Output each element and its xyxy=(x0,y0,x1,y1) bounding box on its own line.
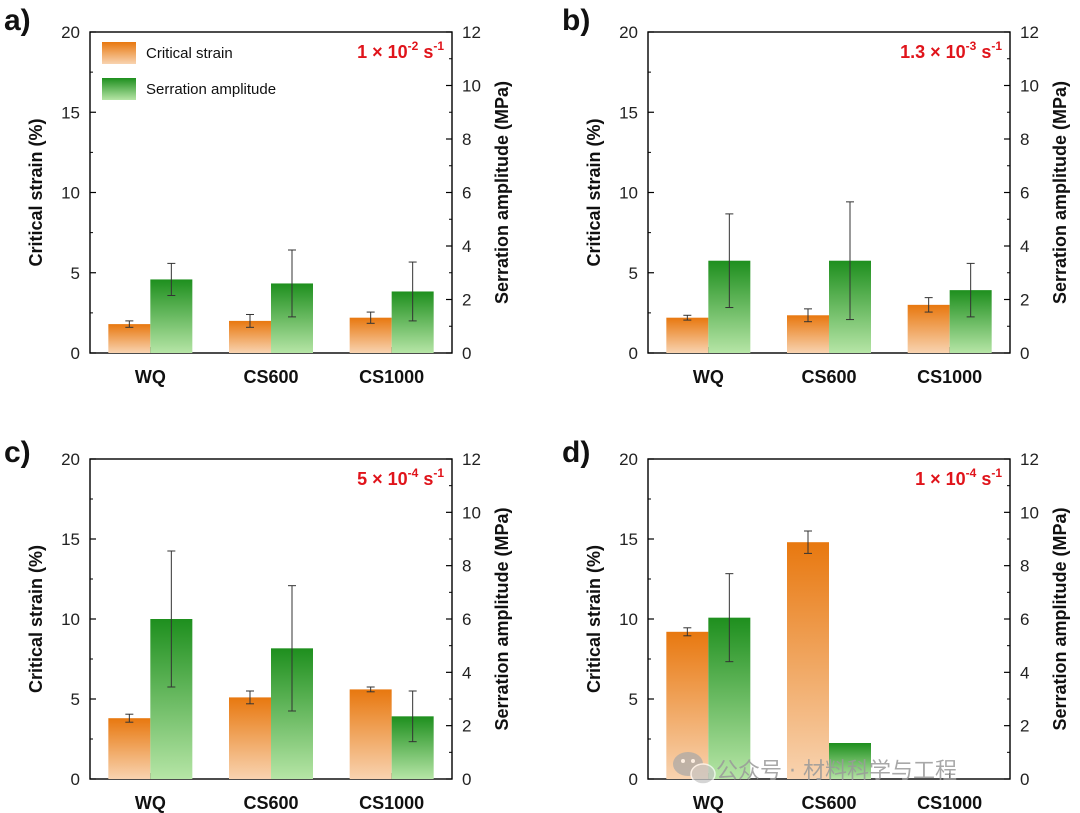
critical-strain-bar xyxy=(108,324,151,353)
right-tick-label: 12 xyxy=(1020,450,1039,469)
right-tick-label: 6 xyxy=(1020,184,1029,203)
right-tick-label: 8 xyxy=(462,130,471,149)
left-tick-label: 10 xyxy=(619,184,638,203)
right-tick-label: 12 xyxy=(462,450,481,469)
right-tick-label: 12 xyxy=(1020,23,1039,42)
critical-strain-bar xyxy=(349,689,392,779)
x-tick-label: CS1000 xyxy=(359,793,424,813)
left-tick-label: 15 xyxy=(619,103,638,122)
left-tick-label: 10 xyxy=(619,610,638,629)
legend-swatch-critical-strain xyxy=(102,42,136,64)
panel-label: b) xyxy=(562,4,590,37)
right-tick-label: 12 xyxy=(462,23,481,42)
panel-label: d) xyxy=(562,436,590,469)
left-tick-label: 15 xyxy=(619,530,638,549)
x-tick-label: CS600 xyxy=(801,793,856,813)
legend-label-critical-strain: Critical strain xyxy=(146,45,233,62)
left-tick-label: 20 xyxy=(61,450,80,469)
y-axis-title-left: Critical strain (%) xyxy=(584,118,604,266)
right-tick-label: 10 xyxy=(462,503,481,522)
left-tick-label: 5 xyxy=(629,690,638,709)
x-tick-label: WQ xyxy=(135,367,166,387)
critical-strain-bar xyxy=(666,317,709,353)
strain-rate-label: 1.3 × 10-3 s-1 xyxy=(900,39,1002,62)
left-tick-label: 15 xyxy=(61,530,80,549)
right-tick-label: 2 xyxy=(1020,717,1029,736)
legend: Critical strain Serration amplitude xyxy=(102,42,276,100)
strain-rate-label: 1 × 10-2 s-1 xyxy=(357,39,444,62)
x-tick-label: CS1000 xyxy=(359,367,424,387)
panel-a: a) 0 5 10 15 20 0 2 4 6 8 10 12 Critical strain (%) Se… xyxy=(4,4,512,387)
legend-label-serration-amplitude: Serration amplitude xyxy=(146,81,276,98)
right-tick-label: 4 xyxy=(462,237,471,256)
right-tick-label: 4 xyxy=(462,663,471,682)
left-tick-label: 20 xyxy=(61,23,80,42)
right-tick-label: 6 xyxy=(1020,610,1029,629)
panel-d: d) 0 5 10 15 20 0 2 4 6 8 10 12 Critical strain (%) Se… xyxy=(562,436,1070,813)
y-axis-title-right: Serration amplitude (MPa) xyxy=(1050,81,1070,304)
left-tick-label: 0 xyxy=(629,770,638,789)
right-tick-label: 4 xyxy=(1020,663,1029,682)
strain-rate-label: 1 × 10-4 s-1 xyxy=(915,466,1002,489)
panel-c: c) 0 5 10 15 20 0 2 4 6 8 10 12 Critical strain (%) Se… xyxy=(4,436,512,813)
x-tick-label: CS600 xyxy=(243,367,298,387)
y-axis-title-left: Critical strain (%) xyxy=(26,118,46,266)
critical-strain-bar xyxy=(229,697,271,779)
right-tick-label: 6 xyxy=(462,610,471,629)
x-tick-label: CS1000 xyxy=(917,793,982,813)
x-tick-label: WQ xyxy=(135,793,166,813)
wechat-icon xyxy=(673,752,716,785)
critical-strain-bar xyxy=(787,542,829,779)
y-axis-title-left: Critical strain (%) xyxy=(26,545,46,693)
panel-label: c) xyxy=(4,436,31,469)
y-axis-title-right: Serration amplitude (MPa) xyxy=(1050,507,1070,730)
watermark: 公众号 · 材料科学与工程 xyxy=(673,752,957,785)
critical-strain-bar xyxy=(108,718,151,779)
y-axis-title-left: Critical strain (%) xyxy=(584,545,604,693)
y-axis-title-right: Serration amplitude (MPa) xyxy=(492,81,512,304)
panel-label: a) xyxy=(4,4,31,37)
left-tick-label: 20 xyxy=(619,450,638,469)
left-tick-label: 0 xyxy=(71,770,80,789)
left-tick-label: 15 xyxy=(61,103,80,122)
x-tick-label: WQ xyxy=(693,793,724,813)
right-tick-label: 0 xyxy=(462,344,471,363)
y-axis-title-right: Serration amplitude (MPa) xyxy=(492,507,512,730)
x-tick-label: CS600 xyxy=(243,793,298,813)
left-tick-label: 10 xyxy=(61,184,80,203)
left-tick-label: 5 xyxy=(71,264,80,283)
right-tick-label: 0 xyxy=(462,770,471,789)
right-tick-label: 10 xyxy=(1020,77,1039,96)
left-tick-label: 0 xyxy=(71,344,80,363)
strain-rate-label: 5 × 10-4 s-1 xyxy=(357,466,444,489)
critical-strain-bar xyxy=(907,304,950,353)
legend-swatch-serration-amplitude xyxy=(102,78,136,100)
serration-amplitude-bar xyxy=(829,743,871,779)
watermark-text: 公众号 · 材料科学与工程 xyxy=(716,759,957,784)
left-tick-label: 20 xyxy=(619,23,638,42)
left-tick-label: 5 xyxy=(629,264,638,283)
right-tick-label: 0 xyxy=(1020,344,1029,363)
right-tick-label: 6 xyxy=(462,184,471,203)
right-tick-label: 2 xyxy=(462,717,471,736)
right-tick-label: 8 xyxy=(1020,130,1029,149)
right-tick-label: 0 xyxy=(1020,770,1029,789)
right-tick-label: 8 xyxy=(462,557,471,576)
panel-b: b) 0 5 10 15 20 0 2 4 6 8 10 12 Critical strain (%) Se… xyxy=(562,4,1070,387)
x-tick-label: CS1000 xyxy=(917,367,982,387)
right-tick-label: 10 xyxy=(462,77,481,96)
left-tick-label: 0 xyxy=(629,344,638,363)
right-tick-label: 10 xyxy=(1020,503,1039,522)
right-tick-label: 2 xyxy=(1020,291,1029,310)
x-tick-label: CS600 xyxy=(801,367,856,387)
left-tick-label: 5 xyxy=(71,690,80,709)
left-tick-label: 10 xyxy=(61,610,80,629)
right-tick-label: 8 xyxy=(1020,557,1029,576)
x-tick-label: WQ xyxy=(693,367,724,387)
right-tick-label: 4 xyxy=(1020,237,1029,256)
right-tick-label: 2 xyxy=(462,291,471,310)
